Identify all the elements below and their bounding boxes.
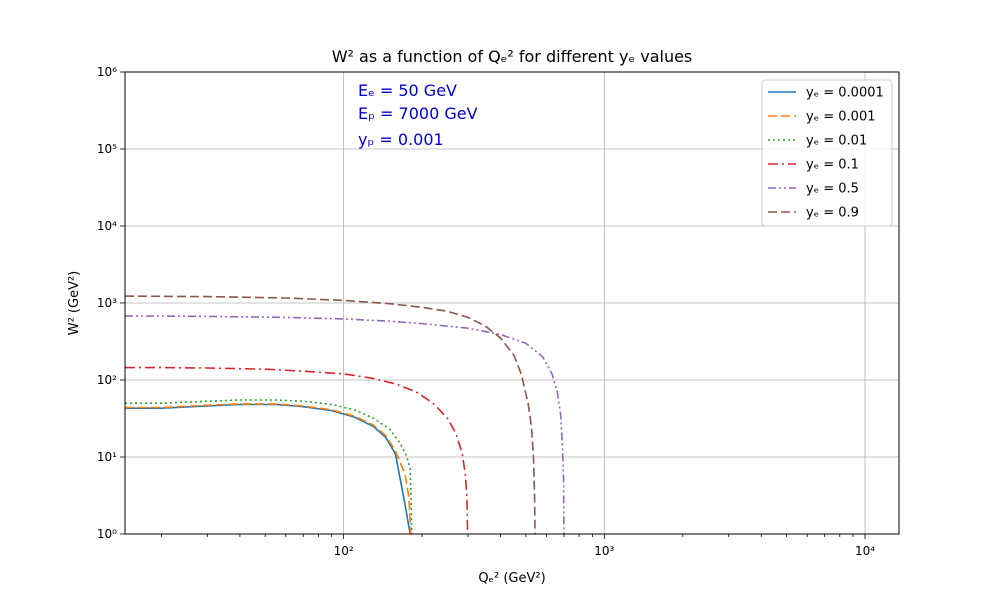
legend-label-0: yₑ = 0.0001: [806, 86, 884, 101]
legend-label-1: yₑ = 0.001: [806, 110, 876, 125]
annotation-ep: Eₚ = 7000 GeV: [358, 104, 478, 123]
legend: yₑ = 0.0001 yₑ = 0.001 yₑ = 0.01 yₑ = 0.1 yₑ…: [761, 79, 893, 227]
x-axis-label: Qₑ² (GeV²): [478, 571, 545, 586]
series-line-2: [125, 399, 413, 534]
series-line-5: [125, 295, 536, 534]
legend-label-3: yₑ = 0.1: [806, 158, 859, 173]
x-tick-label: 10²: [334, 544, 354, 558]
y-tick-label: 10⁶: [97, 65, 117, 79]
series-line-1: [125, 403, 412, 534]
annotation-ee: Eₑ = 50 GeV: [358, 81, 457, 100]
series-line-3: [125, 366, 469, 534]
chart-title: W² as a function of Qₑ² for different yₑ…: [332, 47, 693, 66]
legend-box: [761, 79, 893, 227]
y-tick-label: 10⁵: [97, 142, 117, 156]
y-tick-label: 10⁰: [97, 527, 117, 541]
x-tick-label: 10³: [594, 544, 614, 558]
legend-label-4: yₑ = 0.5: [806, 182, 859, 197]
series-line-4: [125, 315, 565, 534]
annotation-block: Eₑ = 50 GeV Eₚ = 7000 GeV yₚ = 0.001: [358, 81, 478, 149]
x-tick-label: 10⁴: [855, 544, 875, 558]
annotation-yp: yₚ = 0.001: [358, 130, 444, 149]
y-axis-label: W² (GeV²): [67, 271, 82, 336]
legend-label-5: yₑ = 0.9: [806, 206, 859, 221]
y-tick-label: 10¹: [97, 450, 117, 464]
legend-label-2: yₑ = 0.01: [806, 134, 867, 149]
y-tick-label: 10⁴: [97, 219, 117, 233]
y-tick-label: 10²: [97, 373, 117, 387]
y-tick-label: 10³: [97, 296, 117, 310]
